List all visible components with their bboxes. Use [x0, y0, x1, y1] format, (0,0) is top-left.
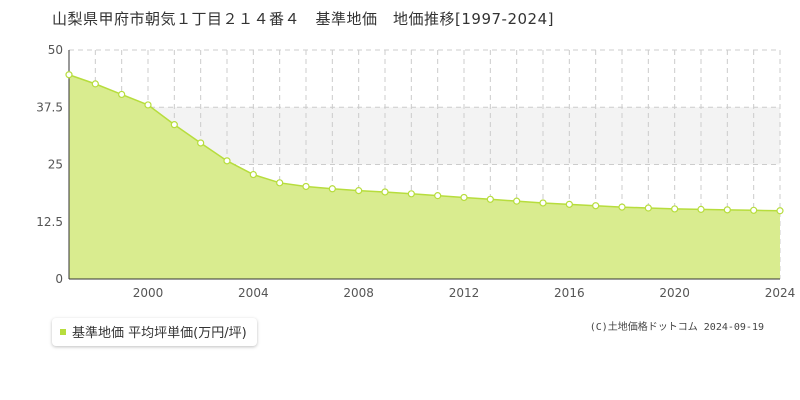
data-point — [434, 192, 442, 200]
data-point — [65, 71, 73, 79]
data-point — [381, 188, 389, 196]
data-point — [276, 179, 284, 187]
data-point — [671, 205, 679, 213]
axes — [68, 50, 780, 280]
band-top — [69, 50, 780, 108]
data-point — [170, 121, 178, 129]
data-point — [91, 80, 99, 88]
data-point — [355, 187, 363, 195]
x-tick-label: 2008 — [343, 286, 374, 300]
data-point — [565, 200, 573, 208]
x-tick-label: 2024 — [765, 286, 796, 300]
data-point — [618, 203, 626, 211]
data-point — [539, 199, 547, 207]
x-tick-label: 2004 — [238, 286, 269, 300]
y-tick-label: 12.5 — [36, 215, 63, 229]
y-tick-label: 0 — [55, 272, 63, 286]
data-point — [249, 170, 257, 179]
x-tick-label: 2012 — [449, 286, 480, 300]
data-point — [486, 195, 494, 203]
y-tick-labels: 0 12.5 25 37.5 50 — [36, 43, 63, 286]
data-point — [723, 206, 731, 214]
data-point — [302, 182, 310, 191]
data-point — [460, 193, 468, 202]
legend-swatch — [60, 328, 66, 335]
data-point — [118, 90, 126, 99]
series-line — [68, 74, 781, 212]
x-tick-label: 2000 — [133, 286, 164, 300]
series-markers — [65, 71, 784, 215]
data-point — [750, 206, 758, 214]
x-tick-label: 2020 — [659, 286, 690, 300]
credit: (C)土地価格ドットコム 2024-09-19 — [589, 322, 764, 333]
chart-title: 山梨県甲府市朝気１丁目２１４番４ 基準地価 地価推移[1997-2024] — [52, 10, 554, 28]
legend: 基準地価 平均坪単価(万円/坪) — [52, 318, 257, 346]
legend-label: 基準地価 平均坪単価(万円/坪) — [72, 326, 247, 341]
data-point — [776, 207, 784, 215]
x-tick-labels: 2000 2004 2008 2012 2016 2020 2024 — [133, 286, 796, 300]
data-point — [644, 204, 652, 212]
series-area-fill — [69, 74, 780, 279]
data-point — [328, 185, 336, 193]
y-tick-label: 25 — [48, 158, 63, 172]
data-point — [197, 139, 205, 147]
data-point — [697, 205, 705, 213]
y-tick-label: 50 — [48, 43, 63, 57]
data-point — [223, 157, 231, 165]
data-point — [592, 202, 600, 210]
data-point — [407, 190, 415, 198]
x-tick-label: 2016 — [554, 286, 585, 300]
series-area — [68, 74, 781, 279]
data-point — [144, 101, 152, 109]
y-tick-label: 37.5 — [36, 100, 63, 114]
data-point — [513, 197, 521, 205]
